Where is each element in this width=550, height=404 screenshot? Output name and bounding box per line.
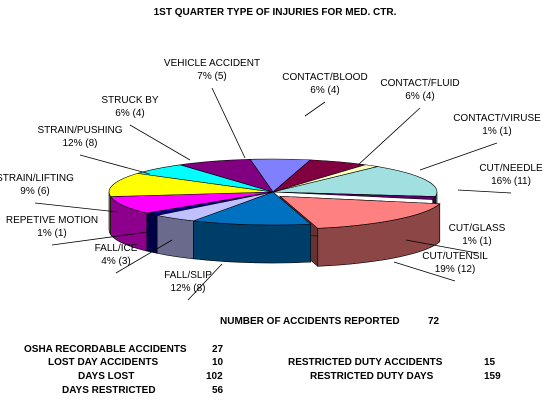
- slice-cut-glass: [272, 191, 437, 200]
- leader-line-strain-pushing: [79, 154, 151, 175]
- chart-title: 1ST QUARTER TYPE OF INJURIES FOR MED. CT…: [154, 7, 397, 18]
- slice-label-contact-viruse: CONTACT/VIRUSE: [453, 113, 541, 124]
- leader-line-struck-by: [129, 124, 191, 161]
- slice-label-fall-slip: FALL/SLIP: [164, 270, 212, 281]
- slice-value-cut-needle: 16% (11): [491, 176, 531, 187]
- slice-label-cut-utensil: CUT/UTENSIL: [422, 251, 488, 262]
- slice-value-struck-by: 6% (4): [115, 108, 144, 119]
- slice-side-fall-ice: [156, 214, 194, 260]
- slice-value-fall-slip: 12% (8): [170, 283, 205, 294]
- leader-line-fall-ice: [115, 239, 173, 274]
- slice-side-fall-slip: [193, 220, 312, 264]
- slice-label-strain-pushing: STRAIN/PUSHING: [37, 125, 122, 136]
- slice-value-strain-pushing: 12% (8): [62, 138, 97, 149]
- leader-line-cut-needle: [457, 189, 512, 194]
- leader-line-contact-viruse: [419, 142, 498, 171]
- slice-value-contact-fluid: 6% (4): [405, 91, 434, 102]
- slice-label-cut-needle: CUT/NEEDLE: [479, 163, 543, 174]
- slice-strain-lifting: [110, 191, 274, 214]
- leader-line-cut-glass: [405, 239, 478, 254]
- slice-label-cut-glass: CUT/GLASS: [449, 223, 506, 234]
- leader-line-vehicle-accident: [211, 87, 246, 159]
- slice-fall-slip: [193, 191, 312, 226]
- slice-cut-needle: [272, 166, 438, 197]
- slice-value-fall-ice: 4% (3): [101, 256, 130, 267]
- slice-label-contact-fluid: CONTACT/FLUID: [380, 78, 459, 89]
- slice-value-repetive-motion: 1% (1): [37, 228, 66, 239]
- slice-strain-pushing: [108, 173, 274, 197]
- slice-value-vehicle-accident: 7% (5): [197, 71, 226, 82]
- slice-label-fall-ice: FALL/ICE: [95, 243, 138, 254]
- leader-line-fall-slip: [187, 263, 223, 301]
- leader-line-cut-utensil: [393, 261, 456, 282]
- slice-value-strain-lifting: 9% (6): [20, 186, 49, 197]
- slice-value-cut-glass: 1% (1): [462, 236, 491, 247]
- slice-label-struck-by: STRUCK BY: [101, 95, 159, 106]
- leader-line-contact-fluid: [357, 107, 421, 166]
- slice-vehicle-accident: [180, 159, 274, 193]
- slice-label-strain-lifting: STRAIN/LIFTING: [0, 173, 74, 184]
- slice-side-repetive-motion: [146, 212, 158, 254]
- slice-value-cut-utensil: 19% (12): [435, 264, 476, 275]
- leader-line-strain-lifting: [34, 202, 119, 213]
- slice-value-contact-blood: 6% (4): [310, 85, 339, 96]
- slice-label-repetive-motion: REPETIVE MOTION: [6, 215, 98, 226]
- slice-value-contact-viruse: 1% (1): [482, 126, 511, 137]
- slice-cut-utensil: [279, 195, 441, 229]
- leader-line-contact-blood: [304, 101, 326, 117]
- slice-label-contact-blood: CONTACT/BLOOD: [282, 72, 367, 83]
- leader-line-repetive-motion: [51, 231, 149, 246]
- slice-label-vehicle-accident: VEHICLE ACCIDENT: [164, 58, 260, 69]
